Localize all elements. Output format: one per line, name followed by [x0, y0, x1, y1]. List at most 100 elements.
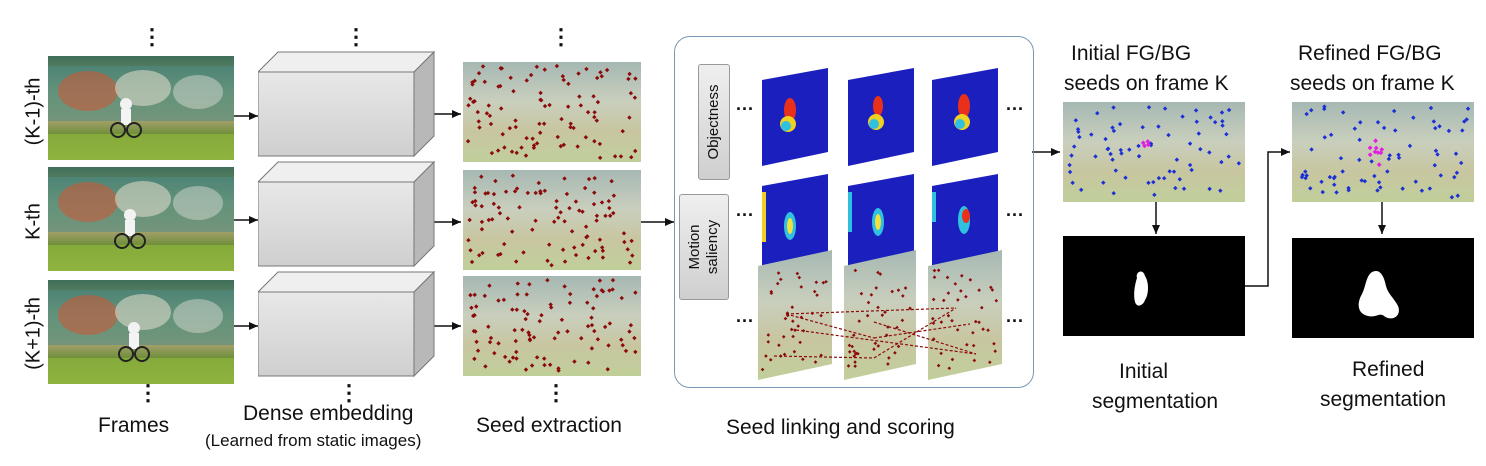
link-seed-marker [953, 282, 958, 286]
seed-marker [592, 114, 597, 120]
link-seed-marker [896, 288, 901, 292]
seed-marker [578, 103, 584, 108]
seed-marker [488, 335, 494, 341]
motion-saliency-map-2 [848, 174, 914, 272]
seed-marker [501, 297, 507, 303]
seed-marker [487, 283, 492, 288]
seed-marker [1069, 153, 1074, 158]
seed-marker [1376, 180, 1382, 185]
refined-segmentation-label-line2: segmentation [1320, 388, 1447, 411]
seed-marker [1148, 141, 1154, 146]
seed-marker [470, 80, 475, 85]
seed-marker [527, 282, 532, 287]
seed-marker [585, 110, 591, 115]
link-seed-marker [856, 351, 860, 356]
link-seed-marker [853, 268, 858, 273]
seed-marker [491, 191, 497, 197]
seed-marker [505, 216, 511, 221]
seed-marker [541, 121, 547, 126]
seed-marker [568, 125, 573, 130]
seed-extraction-label: Seed extraction [476, 414, 622, 437]
seed-marker [475, 109, 480, 115]
seed-marker [538, 189, 543, 194]
seed-marker [492, 350, 497, 356]
seed-marker [619, 295, 624, 301]
seed-marker [1207, 186, 1212, 192]
seed-marker [496, 341, 501, 346]
seed-marker [470, 99, 476, 105]
link-seed-marker [959, 289, 963, 293]
link-seed-marker [956, 298, 960, 302]
initial-segmentation-mask [1063, 236, 1245, 336]
seed-marker [484, 111, 490, 116]
seed-marker [512, 327, 517, 333]
saliency-left-ellipsis: ... [736, 200, 755, 220]
seed-marker [496, 205, 501, 210]
seed-marker [1177, 177, 1182, 182]
seed-marker [1167, 169, 1172, 174]
initial-seeds-label-line1: Initial FG/BG [1071, 42, 1192, 65]
seed-marker [1111, 105, 1116, 110]
seed-marker [488, 121, 494, 127]
link-seed-marker [778, 277, 783, 282]
seed-marker [472, 356, 477, 362]
fg-seed-marker [1379, 147, 1385, 152]
link-seed-marker [859, 291, 864, 296]
seed-marker [599, 245, 605, 250]
initial-segmentation-label-line1: Initial [1119, 360, 1169, 383]
seed-marker [502, 241, 507, 247]
seed-marker [1319, 179, 1324, 184]
link-seed-marker [791, 334, 795, 339]
frames-bottom-ellipsis: ⋮ [137, 380, 159, 405]
seed-marker [1105, 146, 1110, 152]
link-seed-marker [945, 275, 950, 280]
objectness-tag: Objectness [698, 64, 730, 180]
seed-marker [542, 362, 547, 368]
link-seed-marker [992, 341, 996, 346]
seed-marker [584, 235, 589, 240]
link-seed-marker [886, 325, 890, 329]
seed-marker [1435, 152, 1440, 157]
link-seed-marker [946, 313, 951, 318]
seed-linking-panel [674, 36, 1034, 388]
seed-marker [476, 71, 482, 76]
link-seed-marker [876, 344, 881, 348]
seed-marker [586, 176, 592, 182]
seed-marker [618, 154, 624, 159]
seed-marker [479, 227, 485, 232]
seed-marker [556, 368, 561, 373]
seed-marker [589, 315, 594, 320]
link-seed-marker [973, 319, 978, 324]
seed-marker [547, 102, 552, 108]
seed-marker [1387, 153, 1392, 158]
seed-marker [468, 248, 473, 253]
seed-marker [1352, 126, 1357, 131]
link-seed-marker [939, 320, 944, 324]
seed-marker [1338, 156, 1344, 161]
seed-marker [610, 287, 615, 292]
seed-marker [1207, 150, 1212, 155]
link-seed-marker [931, 297, 936, 302]
seed-marker [474, 304, 479, 309]
fg-seed-marker [1367, 152, 1373, 158]
link-seed-marker [950, 318, 954, 323]
link-seed-marker [824, 279, 828, 284]
seed-marker [554, 63, 560, 69]
seed-marker [605, 367, 610, 372]
seed-marker [1304, 111, 1309, 117]
motion-saliency-label: Motion saliency [686, 219, 721, 275]
seed-marker [1411, 115, 1416, 120]
seed-marker [514, 349, 519, 355]
seed-marker [524, 135, 529, 141]
link-seed-marker [981, 327, 985, 331]
seed-marker [558, 210, 563, 215]
seed-marker [482, 293, 487, 299]
seed-marker [1119, 151, 1124, 156]
seed-marker [1127, 147, 1132, 152]
seed-marker [513, 124, 518, 130]
link-seed-marker [908, 306, 912, 311]
seed-marker [482, 79, 487, 85]
seed-marker [470, 82, 475, 87]
link-seed-marker [801, 357, 805, 362]
link-seed-marker [972, 358, 977, 363]
